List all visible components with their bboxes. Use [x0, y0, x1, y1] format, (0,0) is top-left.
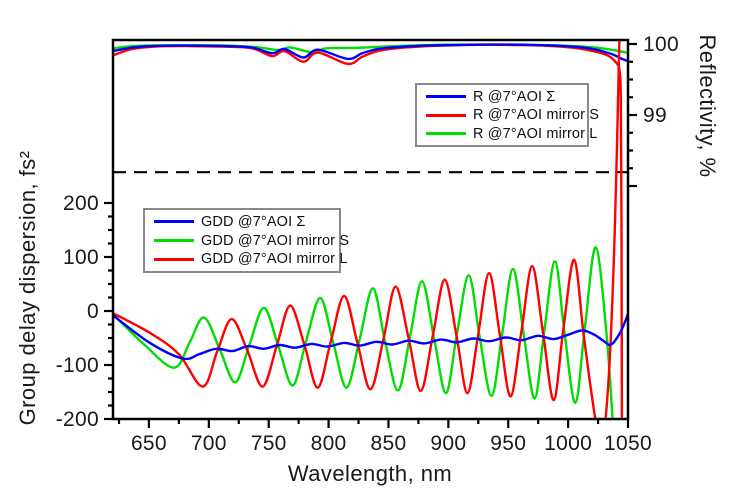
- reflectivity-legend: R @7°AOI Σ R @7°AOI mirror S R @7°AOI mi…: [415, 83, 599, 147]
- tick-label: 100: [63, 246, 99, 269]
- curve-r_sum: [114, 43, 627, 62]
- tick-label: -100: [56, 354, 99, 377]
- curve-gdd_l: [114, 41, 621, 418]
- legend-item: GDD @7°AOI Σ: [145, 213, 339, 231]
- legend-line-sample: [154, 257, 194, 261]
- tick-label: 200: [63, 192, 99, 215]
- series-curves: [114, 41, 627, 418]
- legend-item: R @7°AOI Σ: [417, 88, 587, 106]
- curve-gdd_s: [114, 246, 614, 418]
- legend-item: R @7°AOI mirror L: [417, 125, 597, 143]
- tick-label: 850: [370, 432, 406, 455]
- tick-label: 800: [311, 432, 347, 455]
- x-axis-title: Wavelength, nm: [287, 461, 453, 486]
- tick-label: 900: [430, 432, 466, 455]
- legend-label: R @7°AOI mirror S: [473, 107, 600, 123]
- tick-label: 99: [643, 104, 667, 127]
- legend-item: R @7°AOI mirror S: [417, 106, 599, 124]
- legend-label: GDD @7°AOI mirror L: [201, 251, 348, 268]
- legend-item: GDD @7°AOI mirror L: [145, 250, 347, 268]
- plot-frame: [111, 38, 630, 421]
- left-axis-title: Group delay dispersion, fs²: [15, 150, 40, 426]
- gdd-axis: 200 100 0 -100 -200: [56, 192, 113, 431]
- legend-label: R @7°AOI mirror L: [473, 125, 598, 142]
- legend-item: GDD @7°AOI mirror S: [145, 232, 349, 250]
- reflectivity-axis: 100 99: [628, 33, 679, 188]
- tick-label: -200: [56, 408, 99, 431]
- legend-label: R @7°AOI Σ: [473, 88, 556, 105]
- tick-label: 1000: [544, 432, 592, 455]
- gdd-legend: GDD @7°AOI Σ GDD @7°AOI mirror S GDD @7°…: [143, 208, 349, 273]
- x-axis: 650 700 750 800 850 900 950 1000 1050: [117, 419, 652, 455]
- tick-label: 0: [87, 300, 99, 323]
- legend-label: GDD @7°AOI Σ: [201, 213, 306, 230]
- tick-label: 100: [643, 33, 679, 56]
- legend-line-sample: [154, 220, 194, 224]
- curve-gdd_sum: [114, 313, 627, 361]
- tick-label: 1050: [604, 432, 652, 455]
- right-axis-title: Reflectivity, %: [695, 34, 720, 178]
- tick-label: 950: [490, 432, 526, 455]
- legend-line-sample: [426, 113, 466, 117]
- tick-label: 650: [131, 432, 167, 455]
- legend-label: GDD @7°AOI mirror S: [201, 232, 350, 249]
- legend-line-sample: [426, 95, 466, 98]
- legend-line-sample: [154, 239, 194, 242]
- tick-label: 700: [191, 432, 227, 455]
- tick-label: 750: [251, 432, 287, 455]
- legend-line-sample: [426, 132, 466, 135]
